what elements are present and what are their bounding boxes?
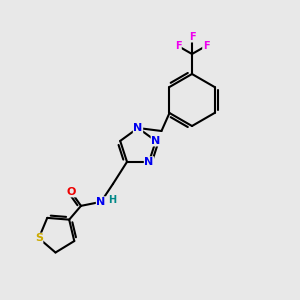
Text: N: N: [144, 157, 154, 167]
Text: F: F: [189, 32, 195, 42]
Text: H: H: [108, 195, 116, 205]
Text: N: N: [96, 197, 106, 207]
Text: F: F: [175, 41, 181, 51]
Text: O: O: [66, 187, 76, 197]
Text: N: N: [134, 123, 142, 133]
Text: N: N: [151, 136, 160, 146]
Text: F: F: [203, 41, 209, 51]
Text: S: S: [35, 233, 43, 243]
